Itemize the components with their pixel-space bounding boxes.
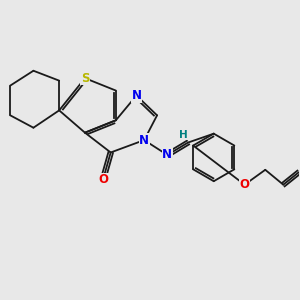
Text: N: N <box>131 89 142 102</box>
Text: N: N <box>162 148 172 161</box>
Text: S: S <box>81 72 89 85</box>
Text: H: H <box>179 130 188 140</box>
Text: O: O <box>98 173 108 186</box>
Text: O: O <box>240 178 250 191</box>
Text: N: N <box>139 134 149 147</box>
